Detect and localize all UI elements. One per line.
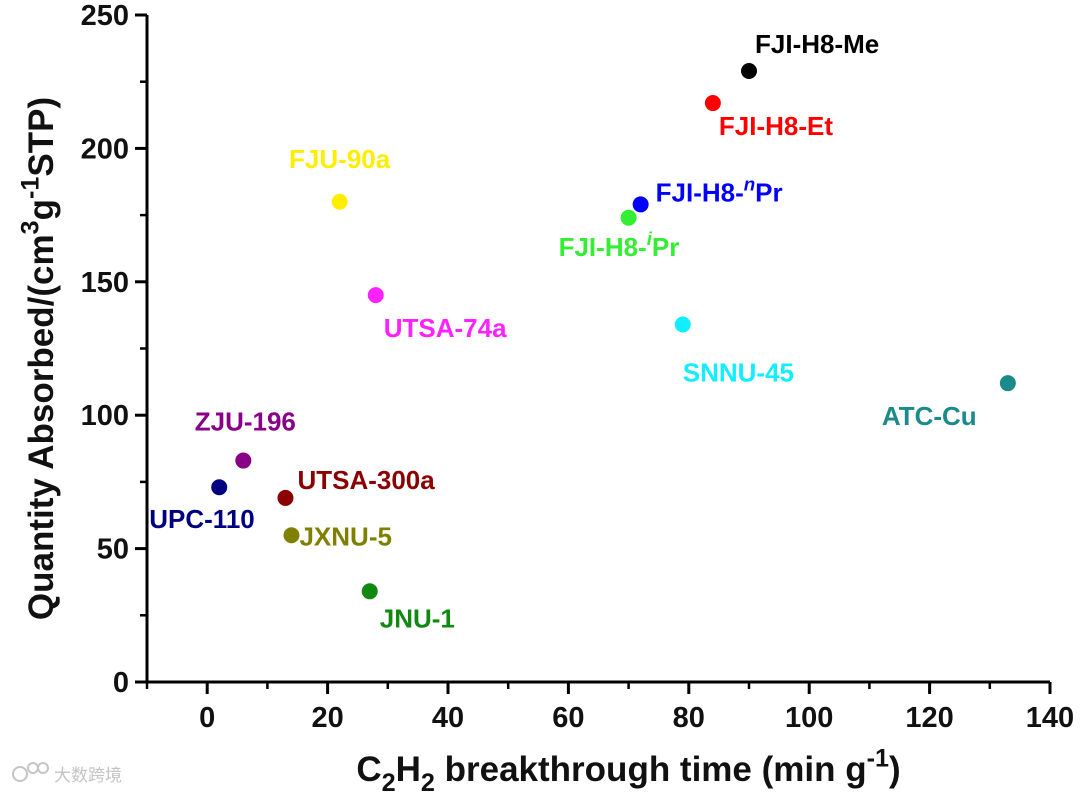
watermark-text: 大数跨境 bbox=[54, 766, 122, 786]
point-label-snnu-45: SNNU-45 bbox=[683, 357, 794, 387]
data-point-utsa-74a bbox=[367, 287, 384, 304]
point-label-utsa-74a: UTSA-74a bbox=[384, 313, 507, 343]
x-tick-label: 60 bbox=[552, 702, 584, 734]
data-point-fji-h8-et bbox=[704, 95, 721, 112]
point-label-fji-h8-ipr: FJI-H8-iPr bbox=[559, 228, 680, 262]
data-point-fju-90a bbox=[331, 193, 348, 210]
x-tick-label: 0 bbox=[199, 702, 215, 734]
data-point-jnu-1 bbox=[361, 583, 378, 600]
point-label-jxnu-5: JXNU-5 bbox=[299, 521, 391, 551]
x-tick-label: 20 bbox=[311, 702, 343, 734]
x-tick-label: 100 bbox=[785, 702, 833, 734]
data-point-upc-110 bbox=[211, 479, 228, 496]
data-point-utsa-300a bbox=[277, 489, 294, 506]
y-tick-label: 200 bbox=[81, 133, 129, 165]
y-tick-label: 50 bbox=[97, 534, 129, 566]
point-label-utsa-300a: UTSA-300a bbox=[297, 465, 435, 495]
point-labels: FJI-H8-Me FJI-H8-Et FJI-H8-nPr FJI-H8-iPr FJ… bbox=[149, 29, 976, 633]
axes: 0 20 40 60 80 100 120 140 0 50 100 150 200 250 bbox=[81, 0, 1075, 734]
point-label-atc-cu: ATC-Cu bbox=[882, 401, 977, 431]
x-axis-title: C2H2 breakthrough time (min g-1) bbox=[356, 744, 900, 794]
data-point-snnu-45 bbox=[674, 316, 691, 333]
data-point-jxnu-5 bbox=[283, 527, 300, 544]
watermark: 大数跨境 bbox=[12, 762, 122, 786]
data-point-fji-h8-me bbox=[741, 63, 757, 80]
y-tick-label: 150 bbox=[81, 267, 129, 299]
point-label-fju-90a: FJU-90a bbox=[289, 144, 391, 174]
point-label-fji-h8-me: FJI-H8-Me bbox=[755, 29, 879, 59]
y-tick-label: 0 bbox=[113, 667, 129, 699]
y-tick-label: 100 bbox=[81, 400, 129, 432]
y-axis-title: Quantity Absorbed/(cm3g-1STP) bbox=[16, 97, 61, 620]
point-label-fji-h8-et: FJI-H8-Et bbox=[719, 111, 833, 141]
speech-bubble-logo-icon bbox=[12, 762, 49, 782]
x-tick-label: 140 bbox=[1026, 702, 1074, 734]
y-tick-label: 250 bbox=[81, 0, 129, 32]
x-tick-label: 40 bbox=[432, 702, 464, 734]
data-point-fji-h8-npr bbox=[632, 196, 649, 213]
point-label-upc-110: UPC-110 bbox=[149, 504, 255, 534]
x-tick-label: 80 bbox=[673, 702, 705, 734]
point-label-fji-h8-npr: FJI-H8-nPr bbox=[656, 174, 783, 208]
data-point-atc-cu bbox=[999, 375, 1016, 392]
point-label-zju-196: ZJU-196 bbox=[195, 407, 296, 437]
data-point-fji-h8-ipr bbox=[620, 209, 637, 226]
data-point-zju-196 bbox=[235, 452, 252, 469]
x-tick-label: 120 bbox=[905, 702, 953, 734]
point-label-jnu-1: JNU-1 bbox=[380, 603, 455, 633]
data-points bbox=[211, 63, 1016, 600]
